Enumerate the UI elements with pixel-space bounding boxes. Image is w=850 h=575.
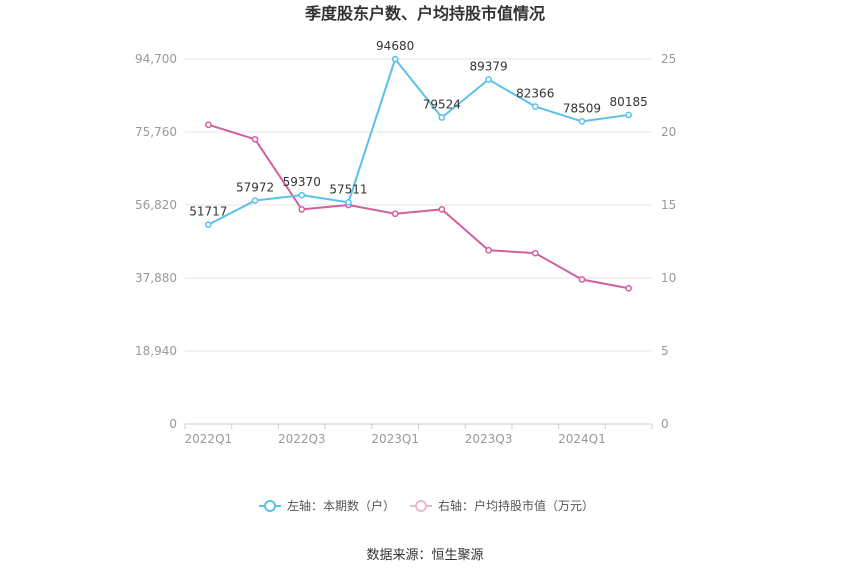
legend-label: 右轴：户均持股市值（万元）: [438, 498, 594, 513]
chart-title: 季度股东户数、户均持股市值情况: [304, 4, 545, 23]
data-label: 94680: [376, 39, 414, 53]
data-point[interactable]: [485, 76, 492, 83]
data-point[interactable]: [251, 197, 259, 204]
legend-item-0[interactable]: 左轴：本期数（户）: [259, 498, 395, 513]
series-layer: 51717 57972 59370 57511 94680 79524 89379 82366…: [189, 39, 648, 292]
data-point[interactable]: [391, 55, 399, 63]
grid-lines: [185, 58, 652, 352]
data-point[interactable]: [438, 206, 446, 213]
series-line-1: [208, 123, 629, 290]
data-label: 57511: [329, 182, 367, 196]
data-point[interactable]: [578, 276, 586, 283]
data-point[interactable]: [578, 118, 586, 125]
data-label: 78509: [563, 101, 601, 115]
data-label: 89379: [469, 60, 507, 74]
y-left-tick-label: 56,820: [135, 198, 177, 212]
y-right-tick-label: 15: [661, 198, 676, 212]
y-right-tick-label: 25: [661, 52, 676, 66]
data-point[interactable]: [298, 206, 306, 213]
y-right-tick-label: 5: [661, 344, 669, 358]
data-label: 82366: [516, 87, 554, 101]
legend-marker: [264, 500, 276, 512]
x-tick-label: 2022Q3: [278, 432, 326, 446]
y-left-tick-label: 18,940: [135, 344, 177, 358]
data-label: 59370: [283, 175, 321, 189]
data-point[interactable]: [485, 246, 492, 254]
data-label: 79524: [423, 97, 461, 111]
data-label: 57972: [236, 181, 274, 195]
y-left-tick-label: 37,880: [135, 271, 177, 285]
data-point[interactable]: [625, 111, 633, 119]
data-point[interactable]: [391, 210, 399, 218]
x-tick-label: 2023Q1: [371, 432, 419, 446]
legend[interactable]: 左轴：本期数（户） 右轴：户均持股市值（万元）: [259, 498, 594, 513]
data-point[interactable]: [625, 284, 633, 292]
data-label: 51717: [189, 205, 227, 219]
y-right-tick-label: 10: [661, 271, 676, 285]
x-tick-label: 2024Q1: [558, 432, 606, 446]
data-point[interactable]: [531, 249, 539, 257]
data-point[interactable]: [298, 191, 306, 199]
y-left-tick-label: 94,700: [135, 52, 177, 66]
data-point[interactable]: [345, 198, 352, 206]
y-right-tick-label: 0: [661, 417, 669, 431]
legend-item-1[interactable]: 右轴：户均持股市值（万元）: [410, 498, 594, 513]
source-note: 数据来源：恒生聚源: [366, 548, 483, 563]
data-point[interactable]: [438, 114, 446, 121]
x-tick-label: 2023Q3: [465, 432, 513, 446]
legend-marker: [415, 500, 427, 512]
data-point[interactable]: [251, 135, 259, 143]
legend-label: 左轴：本期数（户）: [287, 498, 395, 513]
x-tick-label: 2022Q1: [185, 432, 233, 446]
data-point[interactable]: [531, 103, 539, 110]
y-left-tick-label: 75,760: [135, 125, 177, 139]
data-point[interactable]: [205, 121, 212, 129]
y-right-tick-label: 20: [661, 125, 676, 139]
y-left-tick-label: 0: [169, 417, 177, 431]
data-label: 80185: [610, 95, 648, 109]
axes: 0 0 18,940 5 37,880 10 56,820 15 75,760 20 94,700 2…: [135, 52, 676, 446]
data-point[interactable]: [205, 221, 212, 229]
series-line-0: [207, 58, 629, 226]
